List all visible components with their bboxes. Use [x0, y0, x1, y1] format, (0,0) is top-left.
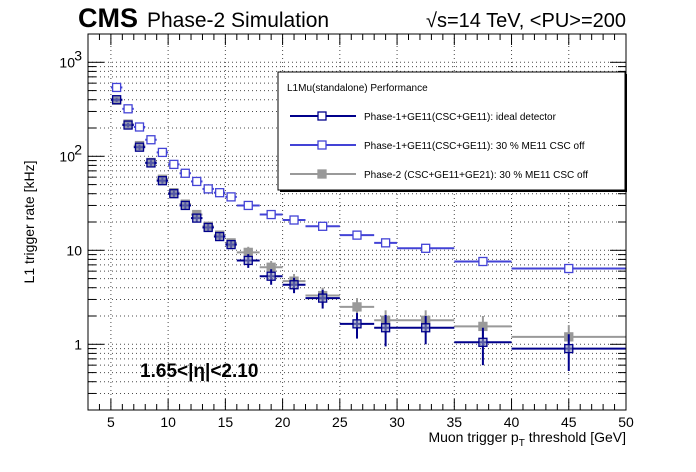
x-tick-label: 45: [561, 414, 577, 430]
legend-label: Phase-1+GE11(CSC+GE11): 30 % ME11 CSC of…: [364, 141, 585, 152]
data-point: [134, 122, 145, 132]
data-point: [243, 200, 253, 211]
data-point: [111, 82, 122, 93]
data-point: [226, 192, 236, 202]
x-axis-title-rest: threshold [GeV]: [525, 429, 626, 445]
data-point: [318, 221, 328, 231]
data-point: [421, 323, 431, 333]
legend-entry-1: Phase-1+GE11(CSC+GE11): ideal detector: [290, 111, 557, 123]
eta-range-annotation: 1.65<|η|<2.10: [140, 361, 258, 382]
y-tick-exponent: 2: [74, 141, 82, 157]
x-tick-label: 40: [504, 414, 520, 430]
x-axis-title-subscript: T: [519, 438, 525, 449]
data-point: [380, 323, 391, 333]
x-tick-label: 15: [218, 414, 234, 430]
data-point: [180, 168, 190, 178]
legend-marker: [317, 111, 327, 121]
x-tick-label: 25: [332, 414, 348, 430]
legend-title: L1Mu(standalone) Performance: [287, 83, 428, 94]
y-tick-label: 10: [59, 148, 75, 164]
data-point: [123, 104, 133, 114]
data-point: [214, 231, 225, 242]
x-tick-label: 35: [447, 414, 463, 430]
data-point: [123, 120, 133, 130]
y-tick-label: 10: [66, 242, 82, 258]
data-point: [134, 142, 145, 152]
legend-marker: [317, 169, 327, 179]
data-point: [192, 176, 202, 187]
y-tick-exponent: 3: [74, 47, 82, 63]
y-axis-title: L1 trigger rate [kHz]: [21, 161, 37, 284]
data-point: [421, 243, 431, 253]
data-point: [564, 263, 574, 274]
data-point: [352, 302, 362, 312]
data-point: [380, 238, 391, 248]
series-1: [110, 95, 626, 371]
data-point: [180, 200, 190, 211]
data-point: [478, 256, 488, 267]
data-point: [169, 159, 179, 170]
y-tick-label: 10: [59, 54, 75, 70]
legend-entry-3: Phase-2 (CSC+GE11+GE21): 30 % ME11 CSC o…: [290, 169, 588, 181]
legend-marker: [317, 140, 327, 150]
data-series: [110, 82, 626, 371]
legend-label: Phase-2 (CSC+GE11+GE21): 30 % ME11 CSC o…: [364, 170, 588, 181]
data-point: [157, 147, 168, 158]
x-tick-label: 50: [618, 414, 634, 430]
data-point: [226, 239, 236, 250]
data-point: [266, 271, 276, 281]
simulation-label: Phase-2 Simulation: [147, 9, 329, 32]
data-point: [203, 184, 213, 194]
data-point: [214, 188, 225, 198]
data-point: [203, 222, 213, 233]
data-point: [318, 293, 328, 303]
data-point: [169, 189, 179, 199]
legend-entry-2: Phase-1+GE11(CSC+GE11): 30 % ME11 CSC of…: [290, 140, 585, 152]
y-tick-label: 1: [74, 336, 82, 352]
x-tick-label: 30: [389, 414, 405, 430]
energy-pileup-label: √s=14 TeV, <PU>=200: [426, 10, 626, 32]
x-tick-label: 5: [107, 414, 115, 430]
data-point: [111, 95, 122, 105]
data-point: [146, 135, 156, 145]
legend-shadow-bottom: [280, 190, 627, 192]
data-point: [352, 319, 362, 329]
data-point: [243, 255, 253, 266]
cms-label: CMS: [78, 3, 138, 33]
legend-box: [277, 71, 626, 191]
data-point: [352, 230, 362, 240]
x-axis-title-main: Muon trigger p: [428, 429, 518, 445]
data-point: [266, 209, 276, 220]
data-point: [146, 158, 156, 168]
x-tick-label: 10: [160, 414, 176, 430]
legend-label: Phase-1+GE11(CSC+GE11): ideal detector: [364, 112, 557, 123]
data-point: [157, 176, 168, 186]
data-point: [478, 337, 488, 347]
series-2: [110, 82, 626, 274]
data-point: [564, 343, 574, 354]
plot-frame: [87, 33, 627, 411]
legend-shadow-right: [625, 74, 627, 192]
data-point: [192, 213, 202, 223]
x-tick-label: 20: [275, 414, 291, 430]
data-point: [289, 215, 299, 225]
x-axis-title: Muon trigger pT threshold [GeV]: [428, 429, 626, 449]
data-point: [289, 280, 299, 290]
legend: L1Mu(standalone) Performance Phase-1+GE1…: [277, 71, 627, 192]
